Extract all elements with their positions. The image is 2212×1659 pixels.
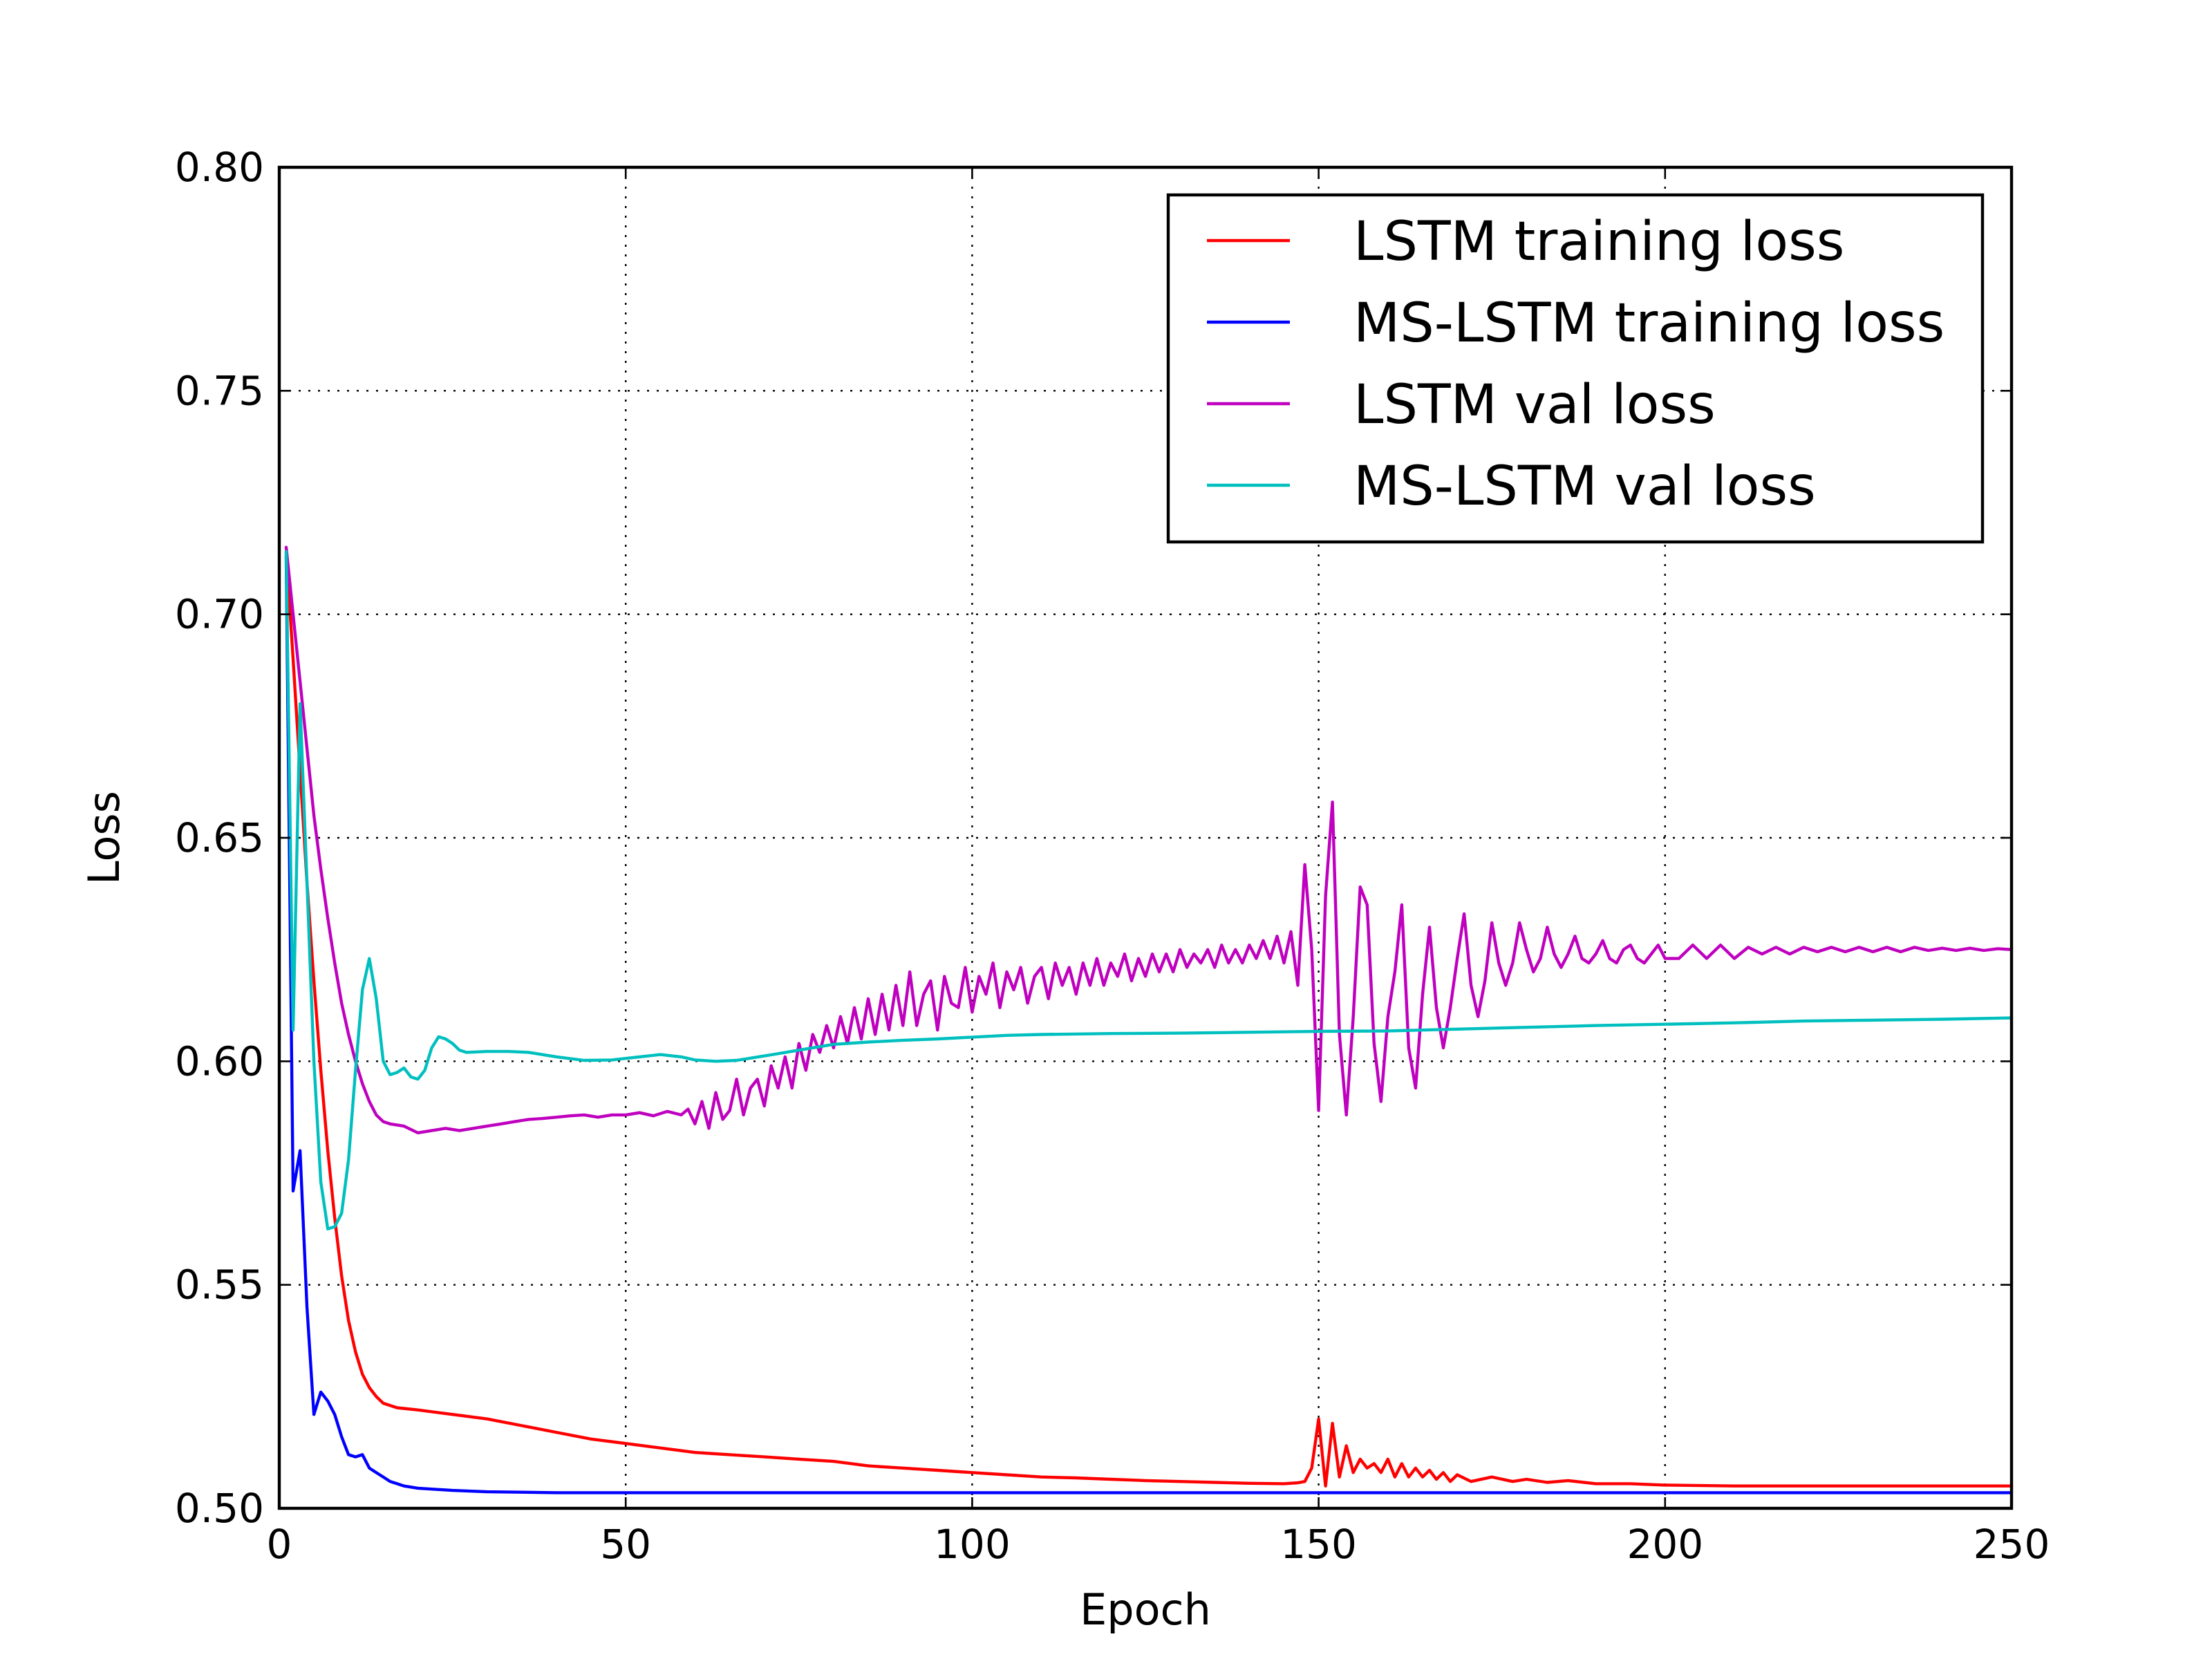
legend-label-ms-lstm-val-loss: MS-LSTM val loss bbox=[1353, 456, 1816, 518]
y-tick-label: 0.60 bbox=[175, 1038, 264, 1085]
y-tick-label: 0.75 bbox=[175, 367, 264, 414]
series-line-ms-lstm-training-loss bbox=[284, 554, 2014, 1494]
y-axis-label: Loss bbox=[79, 791, 129, 885]
y-tick-label: 0.70 bbox=[175, 591, 264, 638]
x-tick-label: 100 bbox=[934, 1521, 1011, 1568]
x-tick-label: 50 bbox=[600, 1521, 651, 1568]
y-tick-labels: 0.50 0.55 0.60 0.65 0.70 0.75 0.80 bbox=[175, 144, 264, 1532]
y-tick-label: 0.65 bbox=[175, 814, 264, 861]
legend-box bbox=[1166, 193, 1985, 544]
y-tick-label: 0.80 bbox=[175, 144, 264, 191]
x-tick-label: 0 bbox=[267, 1521, 292, 1568]
x-tick-label: 200 bbox=[1627, 1521, 1703, 1568]
y-tick-label: 0.50 bbox=[175, 1485, 264, 1532]
legend: LSTM training loss MS-LSTM training loss L… bbox=[1166, 193, 1985, 544]
x-axis-label: Epoch bbox=[1080, 1584, 1211, 1635]
legend-label-lstm-training-loss: LSTM training loss bbox=[1353, 211, 1844, 273]
plot-series bbox=[284, 545, 2014, 1494]
axis-ticks bbox=[278, 166, 2013, 1510]
series-line-ms-lstm-val-loss bbox=[284, 550, 2014, 1230]
legend-label-lstm-val-loss: LSTM val loss bbox=[1353, 374, 1716, 436]
x-tick-labels: 0 50 100 150 200 250 bbox=[267, 1521, 2050, 1568]
y-tick-label: 0.55 bbox=[175, 1262, 264, 1309]
x-tick-label: 150 bbox=[1280, 1521, 1357, 1568]
series-line-lstm-training-loss bbox=[284, 550, 2014, 1488]
x-tick-label: 250 bbox=[1974, 1521, 2050, 1568]
legend-label-ms-lstm-training-loss: MS-LSTM training loss bbox=[1353, 292, 1944, 355]
series-line-lstm-val-loss bbox=[284, 545, 2014, 1134]
